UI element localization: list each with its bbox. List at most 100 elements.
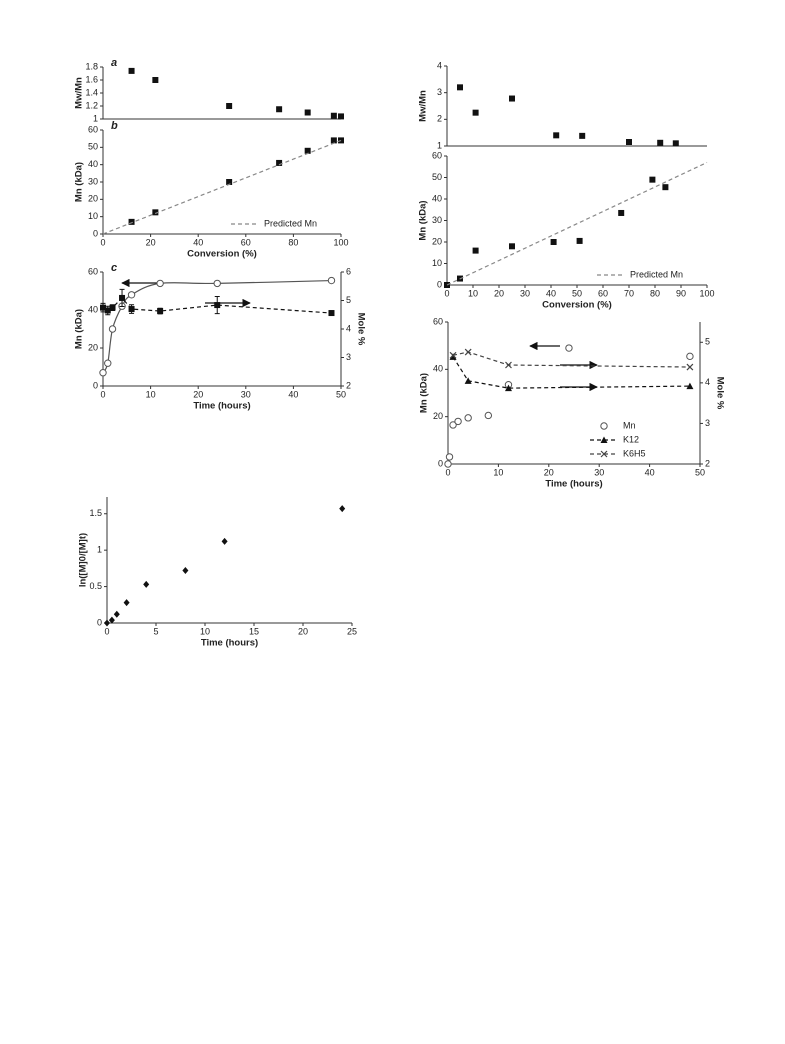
series-line (102, 279, 332, 374)
marker (330, 137, 337, 144)
x-tick-label: 0 (445, 467, 450, 477)
x-tick-label: 30 (241, 389, 251, 399)
marker (464, 348, 472, 356)
marker (686, 363, 694, 371)
y-tick-label: 60 (433, 316, 443, 326)
y-tick-label: 2 (437, 114, 442, 124)
y-tick-label: 30 (88, 176, 98, 186)
marker (626, 139, 632, 145)
x-tick-label: 25 (347, 626, 357, 636)
marker (504, 384, 512, 392)
y-tick-label: 10 (88, 211, 98, 221)
marker (662, 184, 669, 191)
marker (108, 616, 115, 624)
marker (618, 209, 625, 216)
marker (113, 610, 120, 618)
y-tick-label: 50 (88, 142, 98, 152)
y-tick-label: 40 (88, 159, 98, 169)
marker (119, 294, 126, 301)
marker (484, 411, 493, 420)
panel-letter: b (111, 120, 118, 132)
marker (550, 239, 557, 245)
x-tick-label: 30 (594, 467, 604, 477)
x-tick-label: 100 (699, 288, 714, 298)
y-tick-label: 20 (88, 194, 98, 204)
x-tick-label: 20 (298, 626, 308, 636)
legend-label: Mn (623, 420, 636, 430)
y2-tick-label: 2 (346, 380, 351, 390)
x-tick-label: 10 (200, 626, 210, 636)
y-axis-label: Mw/Mn (74, 77, 85, 109)
series-line (102, 139, 342, 235)
marker (505, 361, 512, 369)
marker (672, 140, 679, 147)
y-tick-label: 0 (97, 617, 102, 627)
series-line (446, 161, 708, 286)
marker (214, 302, 221, 309)
marker (104, 359, 112, 367)
marker (304, 109, 311, 116)
y-tick-label: 1 (437, 140, 442, 150)
y-tick-label: 60 (432, 150, 442, 160)
marker (156, 279, 164, 288)
x-tick-label: 40 (193, 237, 203, 247)
x-tick-label: 60 (598, 288, 608, 298)
y-tick-label: 40 (433, 364, 443, 374)
x-tick-label: 0 (104, 626, 109, 636)
x-tick-label: 20 (193, 389, 203, 399)
y-tick-label: 60 (88, 266, 98, 276)
y-tick-label: 1.5 (89, 508, 102, 518)
y-tick-label: 1.8 (85, 61, 98, 71)
x-axis-label: Time (hours) (193, 401, 250, 412)
marker (108, 325, 117, 333)
marker (213, 279, 221, 288)
marker (579, 132, 586, 139)
legend-marker (600, 436, 608, 443)
marker (143, 580, 150, 588)
x-tick-label: 10 (468, 288, 478, 298)
panel-letter: c (111, 262, 117, 274)
y2-tick-label: 3 (346, 352, 351, 362)
marker (327, 276, 336, 285)
y-tick-label: 1.4 (85, 87, 98, 97)
x-axis-label: Time (hours) (545, 479, 602, 490)
x-axis-label: Conversion (%) (542, 300, 612, 311)
x-tick-label: 50 (336, 389, 346, 399)
x-tick-label: 30 (520, 288, 530, 298)
y-tick-label: 10 (432, 258, 442, 268)
marker (509, 95, 515, 102)
marker (182, 567, 189, 575)
marker (221, 537, 228, 545)
x-axis-label: Conversion (%) (187, 249, 257, 260)
marker (449, 351, 457, 359)
x-tick-label: 0 (100, 237, 105, 247)
y-tick-label: 40 (432, 193, 442, 203)
y-axis-label: Mn (kDa) (74, 162, 85, 202)
y2-tick-label: 5 (346, 295, 351, 305)
y2-axis-label: Mole % (355, 313, 366, 346)
legend-label: K12 (623, 434, 639, 444)
x-tick-label: 5 (153, 626, 158, 636)
marker (304, 147, 311, 154)
y-tick-label: 1 (93, 113, 98, 123)
y-axis-label: Mn (kDa) (418, 200, 429, 240)
y-axis-label: Mn (kDa) (419, 373, 430, 413)
y-tick-label: 4 (437, 60, 442, 70)
y-tick-label: 1.2 (85, 100, 98, 110)
x-tick-label: 0 (100, 389, 105, 399)
y-tick-label: 0 (437, 279, 442, 289)
marker (123, 599, 130, 607)
x-tick-label: 0 (444, 288, 449, 298)
marker (472, 247, 479, 254)
legend-marker (600, 450, 608, 458)
x-tick-label: 20 (146, 237, 156, 247)
series-line (452, 356, 690, 389)
marker (565, 344, 573, 352)
x-axis-label: Time (hours) (201, 638, 258, 649)
marker (338, 113, 344, 120)
marker (276, 106, 283, 113)
x-tick-label: 40 (288, 389, 298, 399)
marker (104, 307, 111, 314)
marker (449, 353, 457, 360)
